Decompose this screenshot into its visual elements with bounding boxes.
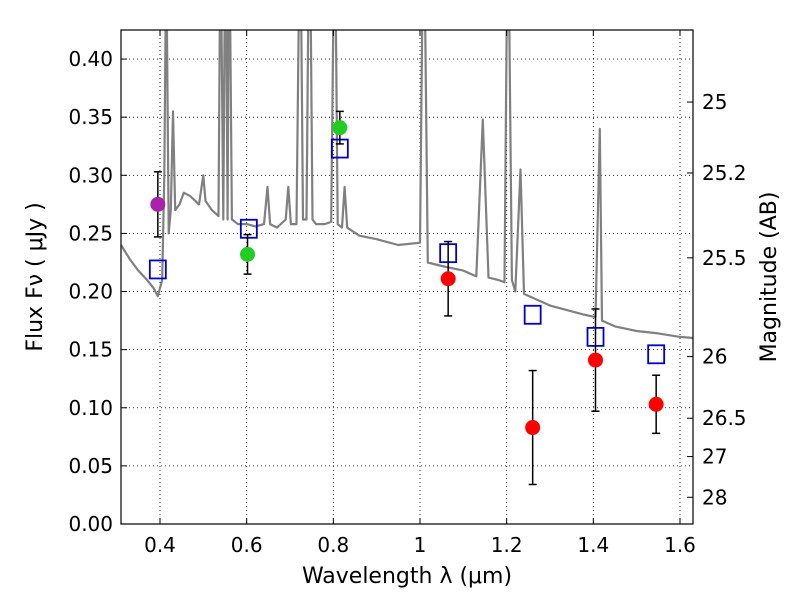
magnitude-tick-label: 25.2 <box>702 161 747 185</box>
magnitude-tick-label: 25.5 <box>702 246 747 270</box>
magnitude-tick-label: 26 <box>702 345 727 369</box>
plot-area <box>121 30 693 486</box>
model-photometry-point <box>148 259 167 280</box>
magnitude-axis-label: Magnitude (AB) <box>757 192 782 363</box>
x-tick-label: 1.4 <box>577 533 609 557</box>
observed-flux-point <box>332 120 348 136</box>
model-photometry-point <box>647 344 666 365</box>
y-tick-label: 0.35 <box>68 105 113 129</box>
plot-frame <box>120 29 694 525</box>
y-tick-label: 0.30 <box>68 163 113 187</box>
y-tick-label: 0.05 <box>68 454 113 478</box>
model-photometry-point <box>239 218 258 239</box>
y-axis-ticks: 0.00 0.05 0.10 0.15 0.20 0.25 0.30 0.35 0.40 <box>68 47 127 536</box>
observed-flux-point <box>240 246 256 262</box>
y-axis-label: Flux Fν ( μJy ) <box>23 202 48 351</box>
x-axis-ticks: 0.4 0.6 0.8 1 1.2 1.4 1.6 <box>144 30 696 557</box>
y-tick-label: 0.15 <box>68 338 113 362</box>
y-tick-label: 0.00 <box>68 512 113 536</box>
model-spectrum-group <box>121 30 693 340</box>
x-tick-label: 1 <box>414 533 427 557</box>
magnitude-tick-label: 25 <box>702 90 727 114</box>
observed-flux-point <box>588 352 603 368</box>
model-photometry-point <box>523 304 542 325</box>
observed-flux-point <box>150 196 166 212</box>
magnitude-tick-label: 26.5 <box>702 406 747 430</box>
magnitude-tick-label: 28 <box>702 485 727 509</box>
y-tick-label: 0.25 <box>68 221 113 245</box>
observed-flux-point <box>525 420 541 436</box>
x-tick-label: 0.6 <box>231 533 263 557</box>
data-points-group <box>148 110 666 486</box>
x-tick-label: 1.2 <box>491 533 523 557</box>
magnitude-tick-label: 27 <box>702 445 727 469</box>
model-spectrum-line <box>121 30 693 340</box>
x-tick-label: 0.4 <box>144 533 176 557</box>
magnitude-axis-ticks: 25 25.2 25.5 26 26.5 27 28 <box>687 90 747 509</box>
observed-flux-point <box>648 396 664 412</box>
x-axis-label: Wavelength λ (μm) <box>302 564 512 589</box>
y-tick-label: 0.10 <box>68 396 113 420</box>
y-tick-label: 0.40 <box>68 47 113 71</box>
y-tick-label: 0.20 <box>68 280 113 304</box>
x-tick-label: 1.6 <box>664 533 696 557</box>
observed-flux-point <box>440 271 456 287</box>
x-tick-label: 0.8 <box>317 533 349 557</box>
